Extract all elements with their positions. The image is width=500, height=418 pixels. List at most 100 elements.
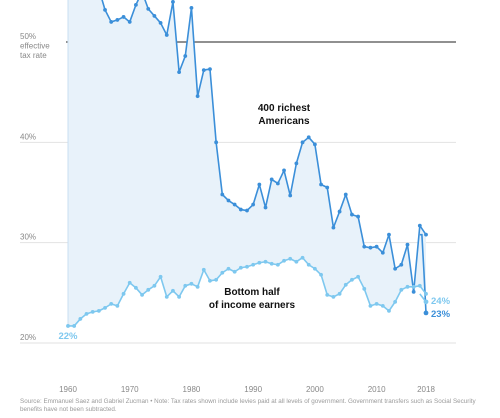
richest-400-point-2006 — [350, 212, 354, 217]
bottom-half-point-1960 — [66, 324, 70, 328]
bottom-half-label: of income earners — [209, 300, 296, 311]
richest-400-point-1986 — [226, 198, 231, 203]
bottom-half-point-1965 — [96, 308, 101, 313]
richest-400-point-1975 — [158, 21, 163, 25]
richest-400-point-1979 — [183, 54, 188, 58]
y-tick-label: 50% — [20, 32, 36, 41]
richest-400-point-1977 — [171, 0, 175, 4]
x-tick-label: 2010 — [368, 385, 386, 394]
richest-400-point-2007 — [356, 214, 361, 219]
bottom-half-point-1981 — [195, 284, 200, 289]
richest-400-point-1970 — [127, 20, 132, 24]
bottom-half-point-1976 — [164, 294, 169, 299]
bottom-half-point-1988 — [238, 265, 243, 270]
bottom-half-point-1977 — [171, 288, 175, 293]
bottom-half-label: Bottom half — [224, 287, 280, 298]
richest-400-point-1995 — [282, 168, 286, 173]
bottom-half-point-2008 — [362, 286, 367, 291]
richest-400-point-2000 — [312, 142, 317, 147]
bottom-half-point-2012 — [387, 308, 391, 313]
bottom-half-point-2009 — [368, 303, 373, 308]
bottom-half-point-1999 — [306, 262, 311, 267]
bottom-half-point-1980 — [189, 281, 194, 286]
bottom-half-point-1963 — [84, 312, 89, 316]
richest-400-point-2018 — [424, 232, 428, 237]
bottom-half-point-2002 — [325, 292, 330, 297]
richest-400-point-1968 — [115, 18, 120, 22]
bottom-half-point-1997 — [294, 259, 299, 264]
bottom-half-point-2003 — [331, 294, 336, 299]
richest-400-label: 400 richest — [258, 103, 311, 114]
bottom-half-point-2004 — [337, 291, 342, 296]
bottom-half-point-1967 — [109, 301, 114, 306]
fill-between-area — [67, 0, 426, 326]
richest-400-point-1988 — [238, 207, 243, 212]
bottom-half-point-1974 — [152, 283, 157, 288]
bottom-half-point-1970 — [127, 280, 132, 285]
bottom-half-point-2001 — [319, 272, 323, 277]
bottom-half-point-1984 — [214, 277, 219, 282]
x-tick-label: 1980 — [183, 385, 201, 394]
richest-400-point-1980 — [189, 5, 194, 10]
bottom-half-endpoint — [423, 299, 429, 305]
bottom-half-point-1998 — [300, 255, 305, 260]
bottom-half-point-1990 — [251, 262, 256, 267]
richest-400-point-1987 — [232, 202, 237, 207]
bottom-half-point-2007 — [356, 274, 361, 279]
bottom-half-point-1961 — [72, 324, 77, 328]
bottom-half-point-1978 — [177, 294, 182, 299]
bottom-half-point-2016 — [411, 284, 416, 289]
bottom-half-point-1962 — [78, 317, 83, 321]
x-tick-label: 2018 — [417, 385, 435, 394]
richest-400-point-2009 — [368, 245, 373, 250]
bottom-half-point-1975 — [158, 274, 163, 279]
richest-400-point-1984 — [214, 140, 219, 145]
richest-400-endpoint — [423, 310, 429, 316]
bottom-half-point-2015 — [405, 284, 410, 289]
bottom-half-point-1991 — [257, 260, 262, 265]
series-points — [66, 0, 429, 328]
bottom-half-point-1992 — [263, 259, 268, 264]
x-tick-label: 1970 — [121, 385, 139, 394]
richest-400-point-2016 — [411, 289, 416, 294]
richest-400-point-1976 — [164, 33, 169, 37]
bottom-half-point-1983 — [208, 278, 212, 283]
richest-400-point-1996 — [288, 193, 293, 198]
bottom-half-point-2005 — [343, 282, 348, 287]
bottom-half-point-1973 — [146, 287, 151, 292]
bottom-half-point-1971 — [133, 285, 138, 290]
bottom-half-point-1979 — [183, 283, 188, 288]
bottom-half-point-2017 — [417, 283, 422, 288]
richest-400-point-1998 — [300, 140, 305, 145]
richest-400-point-1985 — [220, 192, 225, 197]
bottom-half-point-1994 — [275, 262, 280, 267]
source-note: Source: Emmanuel Saez and Gabriel Zucman… — [20, 398, 476, 413]
bottom-half-point-1989 — [245, 264, 249, 269]
richest-400-end-label: 23% — [431, 309, 451, 320]
richest-400-point-1994 — [275, 181, 280, 186]
richest-400-point-2012 — [387, 232, 391, 237]
richest-400-point-1971 — [133, 2, 138, 7]
bottom-half-point-1993 — [269, 261, 274, 266]
richest-400-point-2015 — [405, 242, 410, 247]
richest-400-point-1974 — [152, 14, 157, 18]
richest-400-point-1989 — [245, 208, 249, 213]
richest-400-point-2008 — [362, 244, 367, 249]
series-labels: 400 richest Americans Bottom half of income… — [58, 103, 450, 342]
bottom-half-end-label: 24% — [431, 296, 451, 307]
richest-400-point-1993 — [269, 177, 274, 182]
richest-400-point-2002 — [325, 185, 330, 190]
bottom-half-point-2014 — [399, 287, 404, 292]
x-tick-label: 1960 — [59, 385, 77, 394]
x-axis-ticks: 1960 1970 1980 1990 2000 2010 2018 — [59, 385, 435, 394]
x-tick-label: 2000 — [306, 385, 324, 394]
bottom-half-point-1996 — [288, 256, 293, 261]
bottom-half-point-2011 — [380, 303, 385, 308]
gap-area — [68, 0, 426, 326]
bottom-half-point-1995 — [282, 258, 286, 263]
richest-400-point-2011 — [380, 250, 385, 255]
bottom-half-point-2010 — [374, 301, 379, 306]
bottom-half-point-1982 — [201, 267, 206, 272]
